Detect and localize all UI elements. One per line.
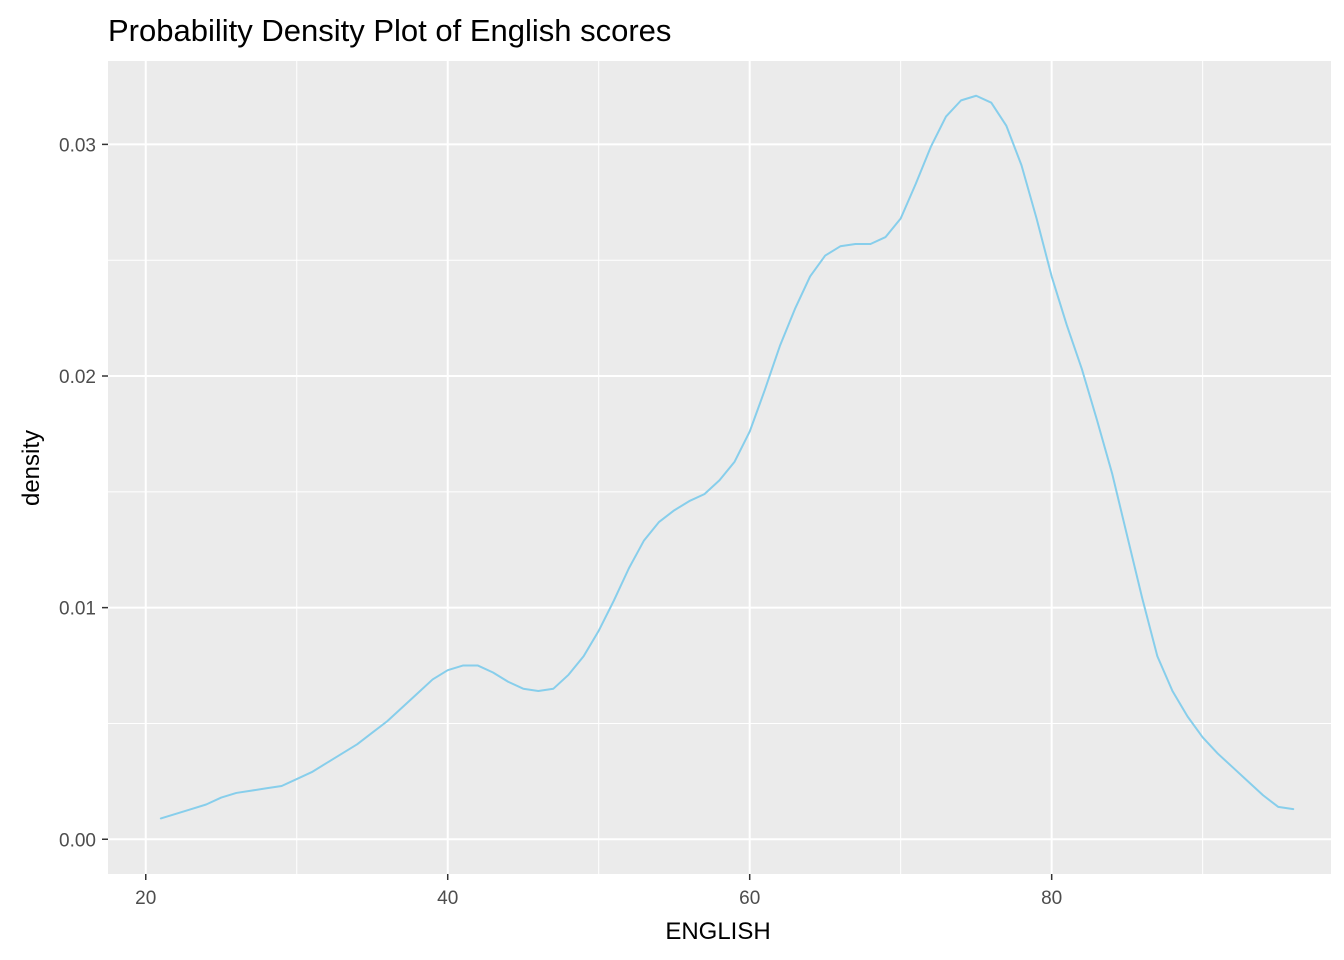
minor-gridlines [108,61,1331,874]
density-curve [159,94,1295,820]
x-tick-label: 80 [1041,888,1062,909]
plot-panel [108,61,1331,874]
major-gridlines [108,61,1331,874]
x-tick-label: 40 [437,888,458,909]
y-axis-title: density [18,430,45,506]
x-tick-label: 20 [135,888,156,909]
y-tick-label: 0.00 [59,830,96,851]
y-axis: 0.00 0.01 0.02 0.03 [59,135,108,851]
x-axis: 20 40 60 80 [135,874,1062,909]
y-tick-label: 0.03 [59,135,96,156]
x-tick-label: 60 [739,888,760,909]
y-tick-label: 0.02 [59,367,96,388]
chart-title: Probability Density Plot of English scor… [108,13,671,48]
x-axis-title: ENGLISH [665,918,770,945]
y-tick-label: 0.01 [59,599,96,620]
